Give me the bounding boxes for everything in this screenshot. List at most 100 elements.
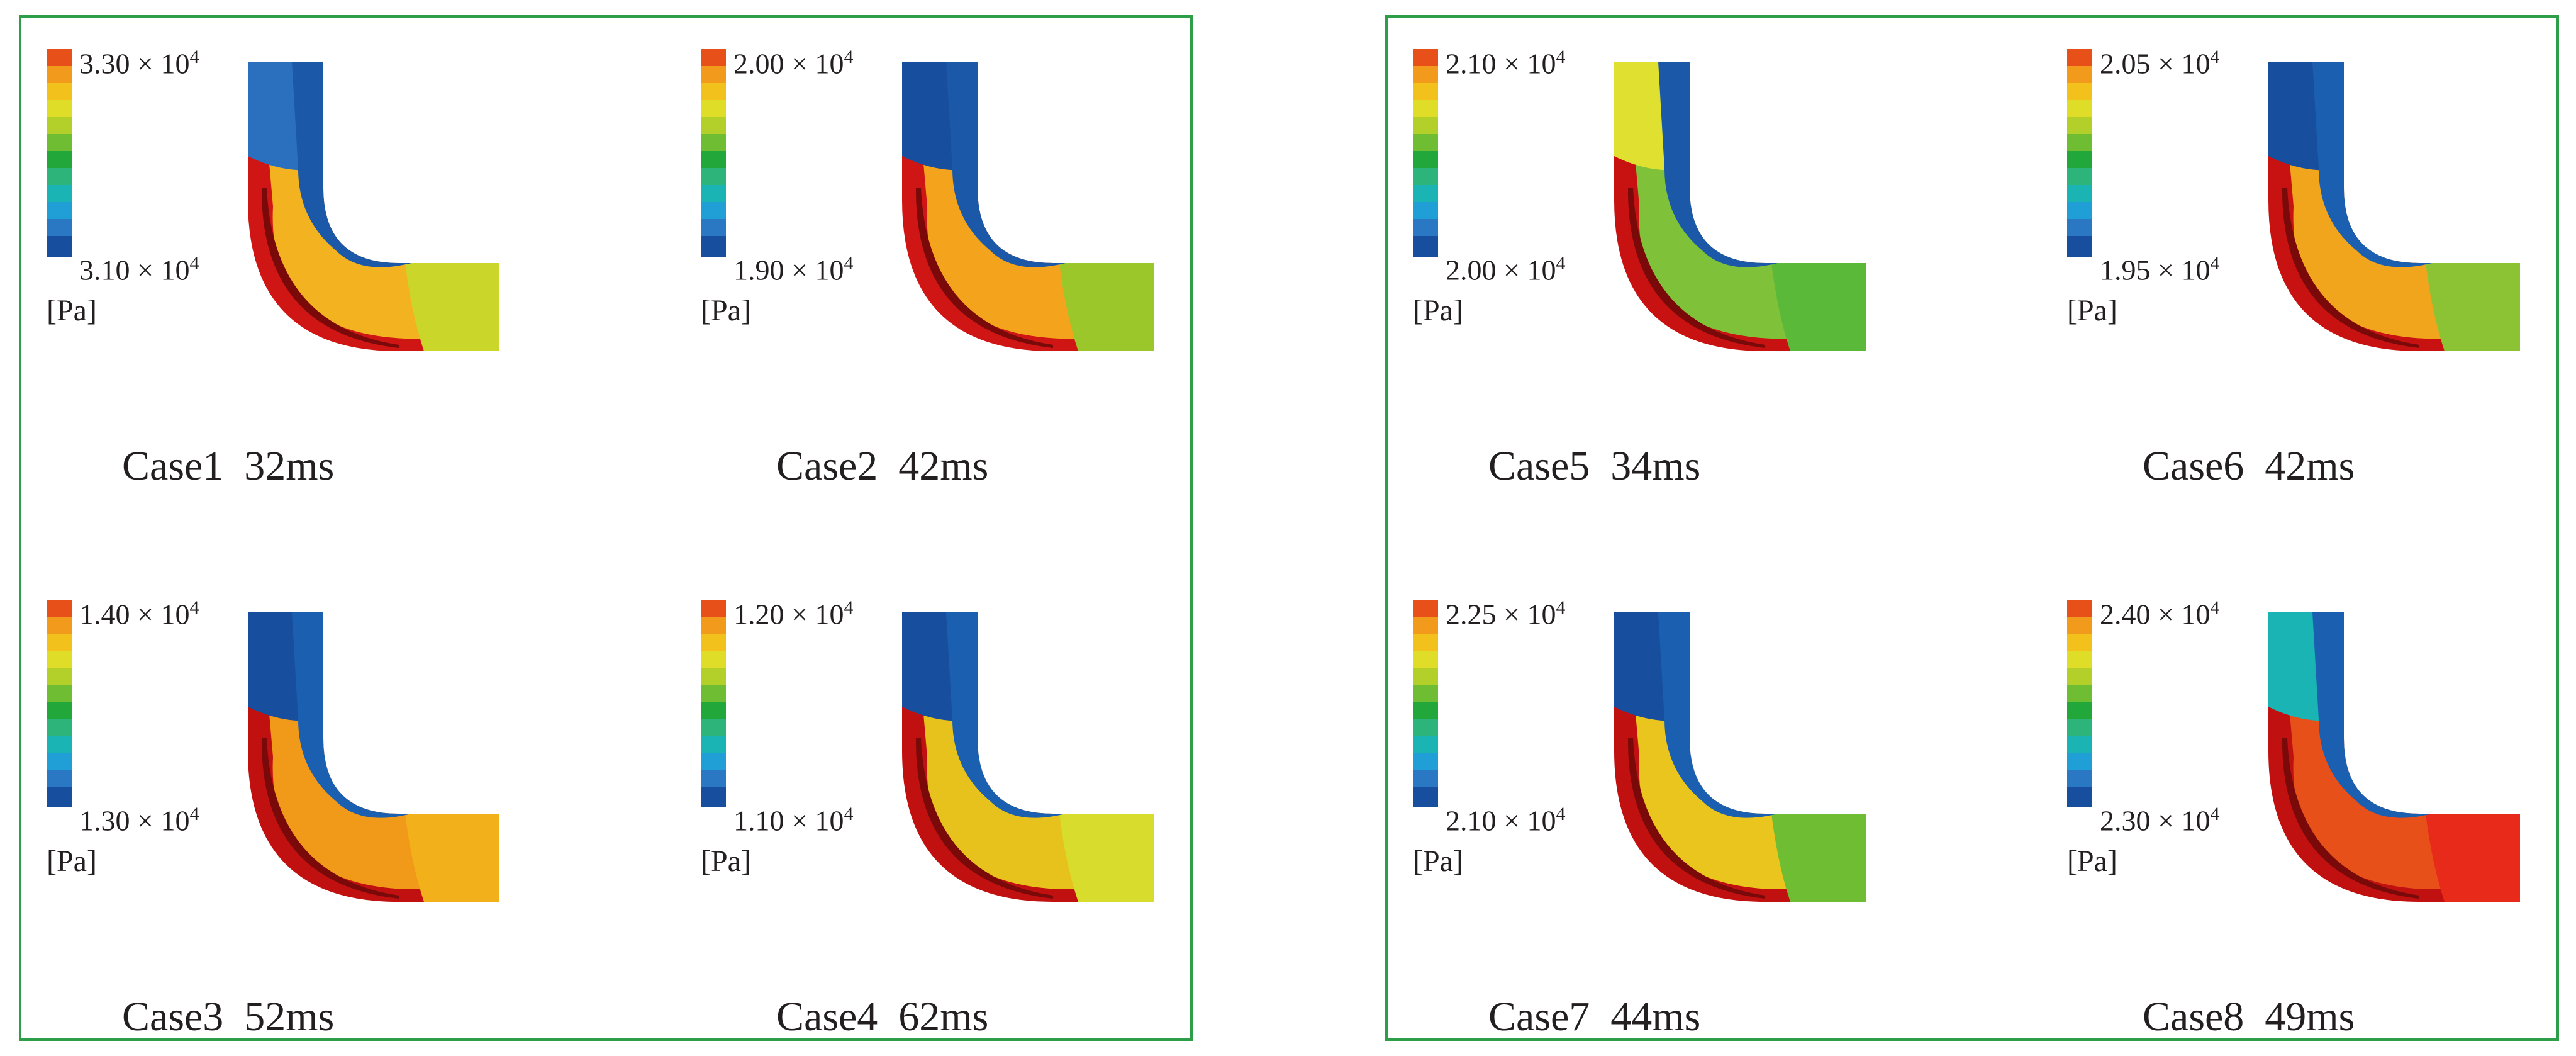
scale-max-value: 1.20 × 10	[733, 598, 844, 631]
panel-case8: 2.40 × 104 2.30 × 104 [Pa] Case8 49ms	[2067, 598, 2558, 1053]
scale-min-exponent: 4	[844, 804, 854, 824]
scale-min-label: 2.10 × 104	[1446, 805, 1565, 835]
pressure-color-scale: 2.05 × 104 1.95 × 104 [Pa]	[2067, 48, 2219, 326]
pressure-color-scale: 2.00 × 104 1.90 × 104 [Pa]	[701, 48, 853, 326]
scale-min-label: 2.00 × 104	[1446, 254, 1565, 284]
scale-unit-label: [Pa]	[1413, 294, 1463, 327]
scale-max-exponent: 4	[1556, 47, 1566, 67]
scale-max-value: 2.00 × 10	[733, 47, 844, 80]
case-caption: Case8 49ms	[2143, 996, 2355, 1038]
elbow-pressure-contour	[1614, 612, 1866, 902]
case-caption: Case1 32ms	[122, 446, 334, 487]
caption-spacer	[878, 994, 898, 1040]
scale-min-exponent: 4	[189, 804, 199, 824]
scale-min-exponent: 4	[1556, 804, 1566, 824]
scale-unit-label: [Pa]	[701, 294, 751, 327]
caption-spacer	[2244, 443, 2265, 489]
panel-case4: 1.20 × 104 1.10 × 104 [Pa] Case4 62ms	[701, 598, 1191, 1053]
elbow-outlet-band	[1771, 263, 1866, 351]
color-scale-swatch	[701, 787, 726, 807]
scale-unit-label: [Pa]	[1413, 845, 1463, 878]
scale-max-exponent: 4	[189, 47, 199, 67]
scale-unit-label: [Pa]	[47, 845, 97, 878]
caption-spacer	[878, 443, 898, 489]
panel-case3: 1.40 × 104 1.30 × 104 [Pa] Case3 52ms	[47, 598, 537, 1053]
scale-max-exponent: 4	[2210, 597, 2220, 618]
elbow-inner-band	[946, 612, 1066, 818]
scale-max-exponent: 4	[844, 47, 854, 67]
case-caption: Case2 42ms	[776, 446, 988, 487]
group-right-frame: 2.10 × 104 2.00 × 104 [Pa] Case5 34ms 2.05 …	[1385, 15, 2559, 1041]
scale-max-label: 1.20 × 104	[733, 598, 853, 629]
scale-min-value: 1.90 × 10	[733, 254, 844, 286]
scale-max-value: 2.40 × 10	[2100, 598, 2211, 631]
case-time: 49ms	[2265, 994, 2355, 1040]
scale-max-label: 1.40 × 104	[79, 598, 199, 629]
color-scale-swatch	[2067, 236, 2092, 257]
scale-unit-label: [Pa]	[701, 845, 751, 878]
elbow-outlet-band	[405, 263, 499, 351]
scale-min-label: 3.10 × 104	[79, 254, 199, 284]
scale-max-value: 2.10 × 10	[1446, 47, 1556, 80]
case-name: Case4	[776, 994, 878, 1040]
scale-min-exponent: 4	[2210, 253, 2220, 274]
elbow-outlet-band	[2426, 263, 2520, 351]
pressure-color-scale: 2.25 × 104 2.10 × 104 [Pa]	[1413, 598, 1565, 877]
elbow-pressure-contour	[1614, 62, 1866, 351]
color-scale-swatch	[701, 236, 726, 257]
elbow-pressure-contour	[2268, 612, 2520, 902]
case-name: Case3	[122, 994, 224, 1040]
pressure-color-scale: 2.10 × 104 2.00 × 104 [Pa]	[1413, 48, 1565, 326]
elbow-inner-band	[292, 612, 411, 818]
scale-min-label: 1.10 × 104	[733, 805, 853, 835]
elbow-inner-band	[2312, 62, 2432, 267]
elbow-outlet-band	[405, 814, 499, 902]
case-name: Case1	[122, 443, 224, 489]
scale-min-value: 1.30 × 10	[79, 804, 190, 837]
case-name: Case2	[776, 443, 878, 489]
scale-min-label: 1.90 × 104	[733, 254, 853, 284]
scale-min-label: 2.30 × 104	[2100, 805, 2219, 835]
scale-min-value: 2.00 × 10	[1446, 254, 1556, 286]
color-scale-swatch	[47, 236, 72, 257]
scale-min-value: 1.95 × 10	[2100, 254, 2211, 286]
scale-min-value: 2.10 × 10	[1446, 804, 1556, 837]
scale-min-label: 1.30 × 104	[79, 805, 199, 835]
elbow-inner-band	[1658, 612, 1778, 818]
color-scale-swatch	[1413, 236, 1438, 257]
case-caption: Case5 34ms	[1488, 446, 1700, 487]
panel-case6: 2.05 × 104 1.95 × 104 [Pa] Case6 42ms	[2067, 48, 2558, 502]
color-scale-swatch	[2067, 787, 2092, 807]
elbow-outlet-band	[1059, 814, 1154, 902]
pressure-color-scale: 2.40 × 104 2.30 × 104 [Pa]	[2067, 598, 2219, 877]
scale-min-exponent: 4	[1556, 253, 1566, 274]
elbow-pressure-contour	[902, 612, 1154, 902]
scale-max-exponent: 4	[2210, 47, 2220, 67]
caption-spacer	[223, 994, 244, 1040]
scale-min-value: 2.30 × 10	[2100, 804, 2211, 837]
scale-max-value: 2.05 × 10	[2100, 47, 2211, 80]
case-time: 44ms	[1610, 994, 1701, 1040]
elbow-inner-band	[1658, 62, 1778, 267]
scale-min-label: 1.95 × 104	[2100, 254, 2219, 284]
caption-spacer	[2244, 994, 2265, 1040]
scale-max-value: 3.30 × 10	[79, 47, 190, 80]
caption-spacer	[223, 443, 244, 489]
color-scale-swatch	[1413, 787, 1438, 807]
case-time: 42ms	[898, 443, 989, 489]
elbow-pressure-contour	[902, 62, 1154, 351]
scale-min-value: 1.10 × 10	[733, 804, 844, 837]
case-caption: Case6 42ms	[2143, 446, 2355, 487]
panel-case7: 2.25 × 104 2.10 × 104 [Pa] Case7 44ms	[1413, 598, 1904, 1053]
scale-max-label: 2.40 × 104	[2100, 598, 2219, 629]
panel-case5: 2.10 × 104 2.00 × 104 [Pa] Case5 34ms	[1413, 48, 1904, 502]
pressure-color-scale: 3.30 × 104 3.10 × 104 [Pa]	[47, 48, 199, 326]
scale-max-exponent: 4	[189, 597, 199, 618]
case-time: 42ms	[2265, 443, 2355, 489]
elbow-pressure-contour	[248, 612, 499, 902]
panel-case2: 2.00 × 104 1.90 × 104 [Pa] Case2 42ms	[701, 48, 1191, 502]
scale-unit-label: [Pa]	[2067, 294, 2117, 327]
caption-spacer	[1590, 994, 1610, 1040]
case-name: Case8	[2143, 994, 2244, 1040]
pressure-color-scale: 1.20 × 104 1.10 × 104 [Pa]	[701, 598, 853, 877]
